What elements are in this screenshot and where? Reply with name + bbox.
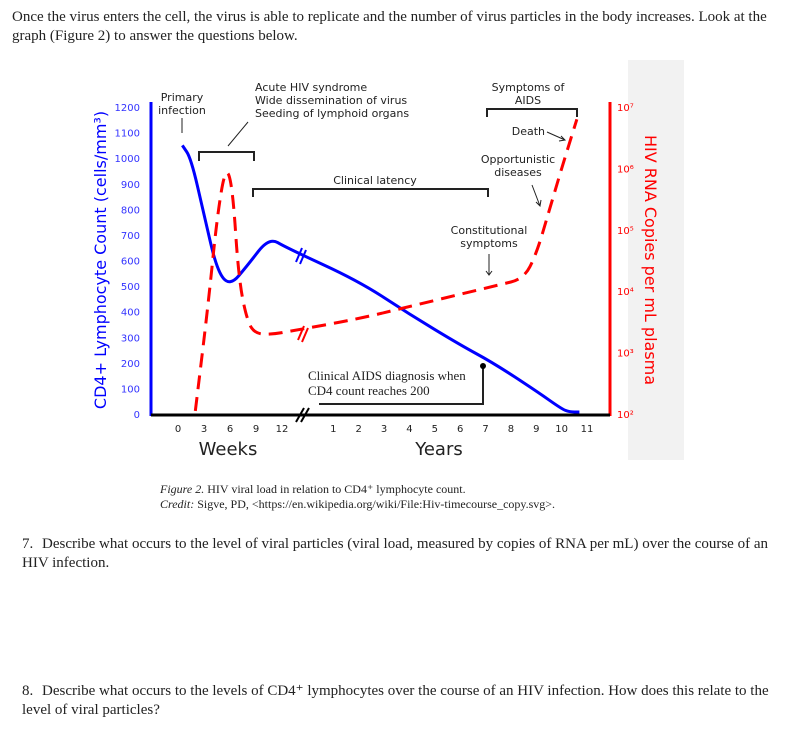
axis-break-mark <box>295 407 310 423</box>
left-tick-label: 900 <box>121 180 140 191</box>
diagnosis-1: Clinical AIDS diagnosis when <box>308 368 466 383</box>
death-label: Death <box>512 125 545 138</box>
question-8: 8. Describe what occurs to the levels of … <box>22 682 772 720</box>
year-tick-label: 10 <box>555 424 568 435</box>
opportunistic-2: diseases <box>494 166 542 179</box>
left-tick-label: 400 <box>121 308 140 319</box>
x-label-weeks: Weeks <box>199 439 258 460</box>
year-tick-label: 3 <box>381 424 387 435</box>
week-tick-label: 9 <box>253 424 259 435</box>
x-label-years: Years <box>414 439 463 460</box>
primary-label-1: Primary <box>161 91 204 104</box>
y-label-right: HIV RNA Copies per mL plasma <box>641 135 660 385</box>
left-tick-label: 300 <box>121 333 140 344</box>
question-7: 7. Describe what occurs to the level of v… <box>22 535 772 573</box>
acute-label-2: Wide dissemination of virus <box>255 94 407 107</box>
diagnosis-point <box>480 363 486 369</box>
year-tick-label: 1 <box>330 424 336 435</box>
caption-label: Figure 2. <box>160 482 205 496</box>
cd4-break-mark <box>295 247 307 265</box>
left-tick-label: 700 <box>121 231 140 242</box>
acute-label-3: Seeding of lymphoid organs <box>255 107 409 120</box>
right-tick-label: 10⁷ <box>617 103 634 114</box>
year-tick-label: 7 <box>482 424 488 435</box>
question-number: 7. <box>22 536 34 552</box>
credit-label: Credit: <box>160 497 195 511</box>
right-tick-label: 10⁶ <box>617 164 634 175</box>
intro-text: Once the virus enters the cell, the viru… <box>12 9 767 44</box>
year-tick-label: 11 <box>581 424 594 435</box>
diagnosis-2: CD4 count reaches 200 <box>308 383 430 398</box>
hiv-chart: 0100200300400500600700800900100011001200… <box>91 60 684 460</box>
viral-line <box>193 118 579 412</box>
left-tick-label: 1100 <box>115 129 140 140</box>
year-tick-label: 8 <box>508 424 514 435</box>
constitutional-2: symptoms <box>460 237 518 250</box>
left-tick-label: 100 <box>121 384 140 395</box>
credit-text: Sigve, PD, <https://en.wikipedia.org/wik… <box>194 497 556 511</box>
year-tick-label: 4 <box>406 424 412 435</box>
acute-label-1: Acute HIV syndrome <box>255 81 367 94</box>
y-label-left: CD4+ Lymphocyte Count (cells/mm³) <box>91 111 110 409</box>
latency-bracket <box>252 188 489 197</box>
right-tick-label: 10⁴ <box>617 287 634 298</box>
question-text: Describe what occurs to the level of vir… <box>22 536 768 571</box>
left-tick-label: 1000 <box>115 154 140 165</box>
opportunistic-1: Opportunistic <box>481 153 555 166</box>
year-tick-label: 5 <box>432 424 438 435</box>
week-tick-label: 3 <box>201 424 207 435</box>
year-tick-label: 2 <box>356 424 362 435</box>
diagnosis-pointer <box>319 366 484 405</box>
question-number: 8. <box>22 683 34 699</box>
aids-bracket <box>486 108 578 117</box>
aids-symptoms-1: Symptoms of <box>492 81 566 94</box>
left-tick-label: 1200 <box>115 103 140 114</box>
right-tick-label: 10² <box>617 410 634 421</box>
right-strip <box>628 60 684 460</box>
figure-caption: Figure 2. HIV viral load in relation to … <box>160 482 555 512</box>
week-tick-label: 6 <box>227 424 233 435</box>
right-tick-label: 10⁵ <box>617 226 634 237</box>
year-tick-label: 6 <box>457 424 463 435</box>
acute-bracket <box>198 151 255 161</box>
caption-text: HIV viral load in relation to CD4⁺ lymph… <box>204 482 466 496</box>
left-tick-label: 200 <box>121 359 140 370</box>
viral-break-mark <box>297 325 309 343</box>
aids-symptoms-2: AIDS <box>515 94 541 107</box>
primary-label-2: infection <box>158 104 206 117</box>
year-tick-label: 9 <box>533 424 539 435</box>
latency-label: Clinical latency <box>333 174 417 187</box>
week-tick-label: 0 <box>175 424 181 435</box>
question-text: Describe what occurs to the levels of CD… <box>22 683 769 718</box>
constitutional-1: Constitutional <box>451 224 528 237</box>
left-tick-label: 800 <box>121 205 140 216</box>
right-tick-label: 10³ <box>617 349 634 360</box>
week-tick-label: 12 <box>276 424 289 435</box>
left-tick-label: 600 <box>121 257 140 268</box>
left-tick-label: 500 <box>121 282 140 293</box>
left-tick-label: 0 <box>134 410 140 421</box>
